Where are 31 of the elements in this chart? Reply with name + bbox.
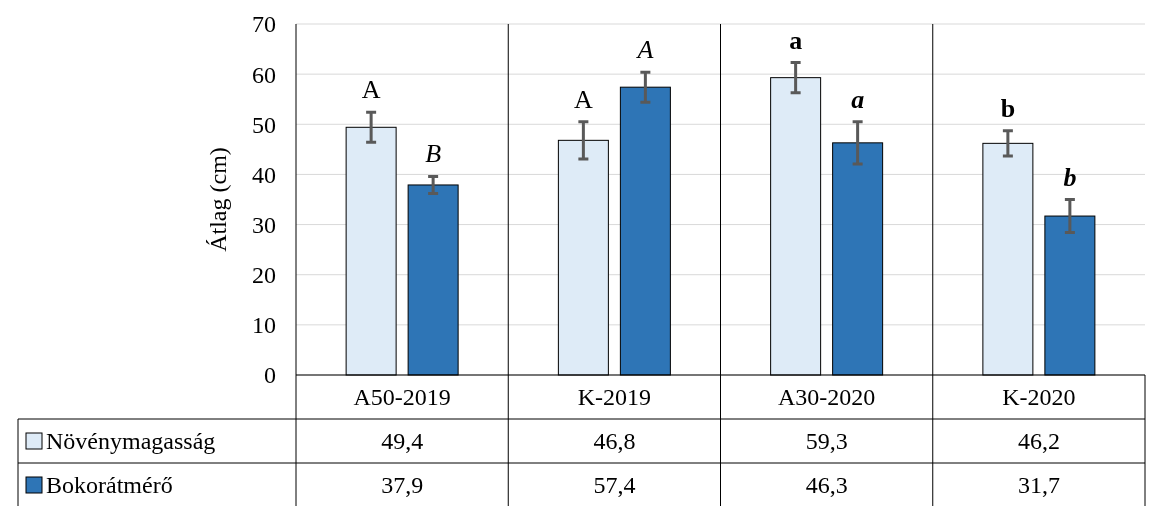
- annotation: b: [1000, 93, 1016, 123]
- y-tick-label: 70: [252, 11, 276, 38]
- y-axis-title: Átlag (cm): [205, 147, 231, 252]
- legend-label: Növénymagasság: [46, 428, 216, 455]
- y-tick-label: 0: [264, 362, 276, 389]
- data-label: 57,4: [593, 472, 636, 499]
- y-tick-label: 40: [252, 161, 276, 188]
- annotation: b: [1063, 162, 1077, 192]
- legend-label: Bokorátmérő: [46, 472, 173, 499]
- y-tick-label: 20: [252, 262, 276, 289]
- annotation: A: [635, 35, 654, 65]
- y-tick-label: 10: [252, 312, 276, 339]
- annotation: B: [425, 139, 442, 169]
- x-tick-label: A50-2019: [353, 384, 451, 411]
- data-label: 46,8: [593, 428, 636, 455]
- y-tick-label: 50: [252, 111, 276, 138]
- x-tick-label: K-2020: [1002, 384, 1076, 411]
- data-label: 46,3: [805, 472, 848, 499]
- annotation: A: [361, 75, 381, 105]
- data-label: 37,9: [381, 472, 424, 499]
- annotation: a: [851, 84, 865, 114]
- data-label: 31,7: [1017, 472, 1060, 499]
- annotation: A: [573, 84, 593, 114]
- y-tick-label: 60: [252, 61, 276, 88]
- x-tick-label: A30-2020: [777, 384, 876, 411]
- data-label: 59,3: [805, 428, 848, 455]
- annotation: a: [789, 25, 803, 55]
- data-label: 49,4: [381, 428, 424, 455]
- y-tick-label: 30: [252, 211, 276, 238]
- data-label: 46,2: [1017, 428, 1060, 455]
- x-tick-label: K-2019: [577, 384, 652, 411]
